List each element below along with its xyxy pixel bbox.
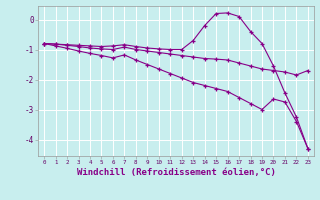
X-axis label: Windchill (Refroidissement éolien,°C): Windchill (Refroidissement éolien,°C) [76,168,276,177]
